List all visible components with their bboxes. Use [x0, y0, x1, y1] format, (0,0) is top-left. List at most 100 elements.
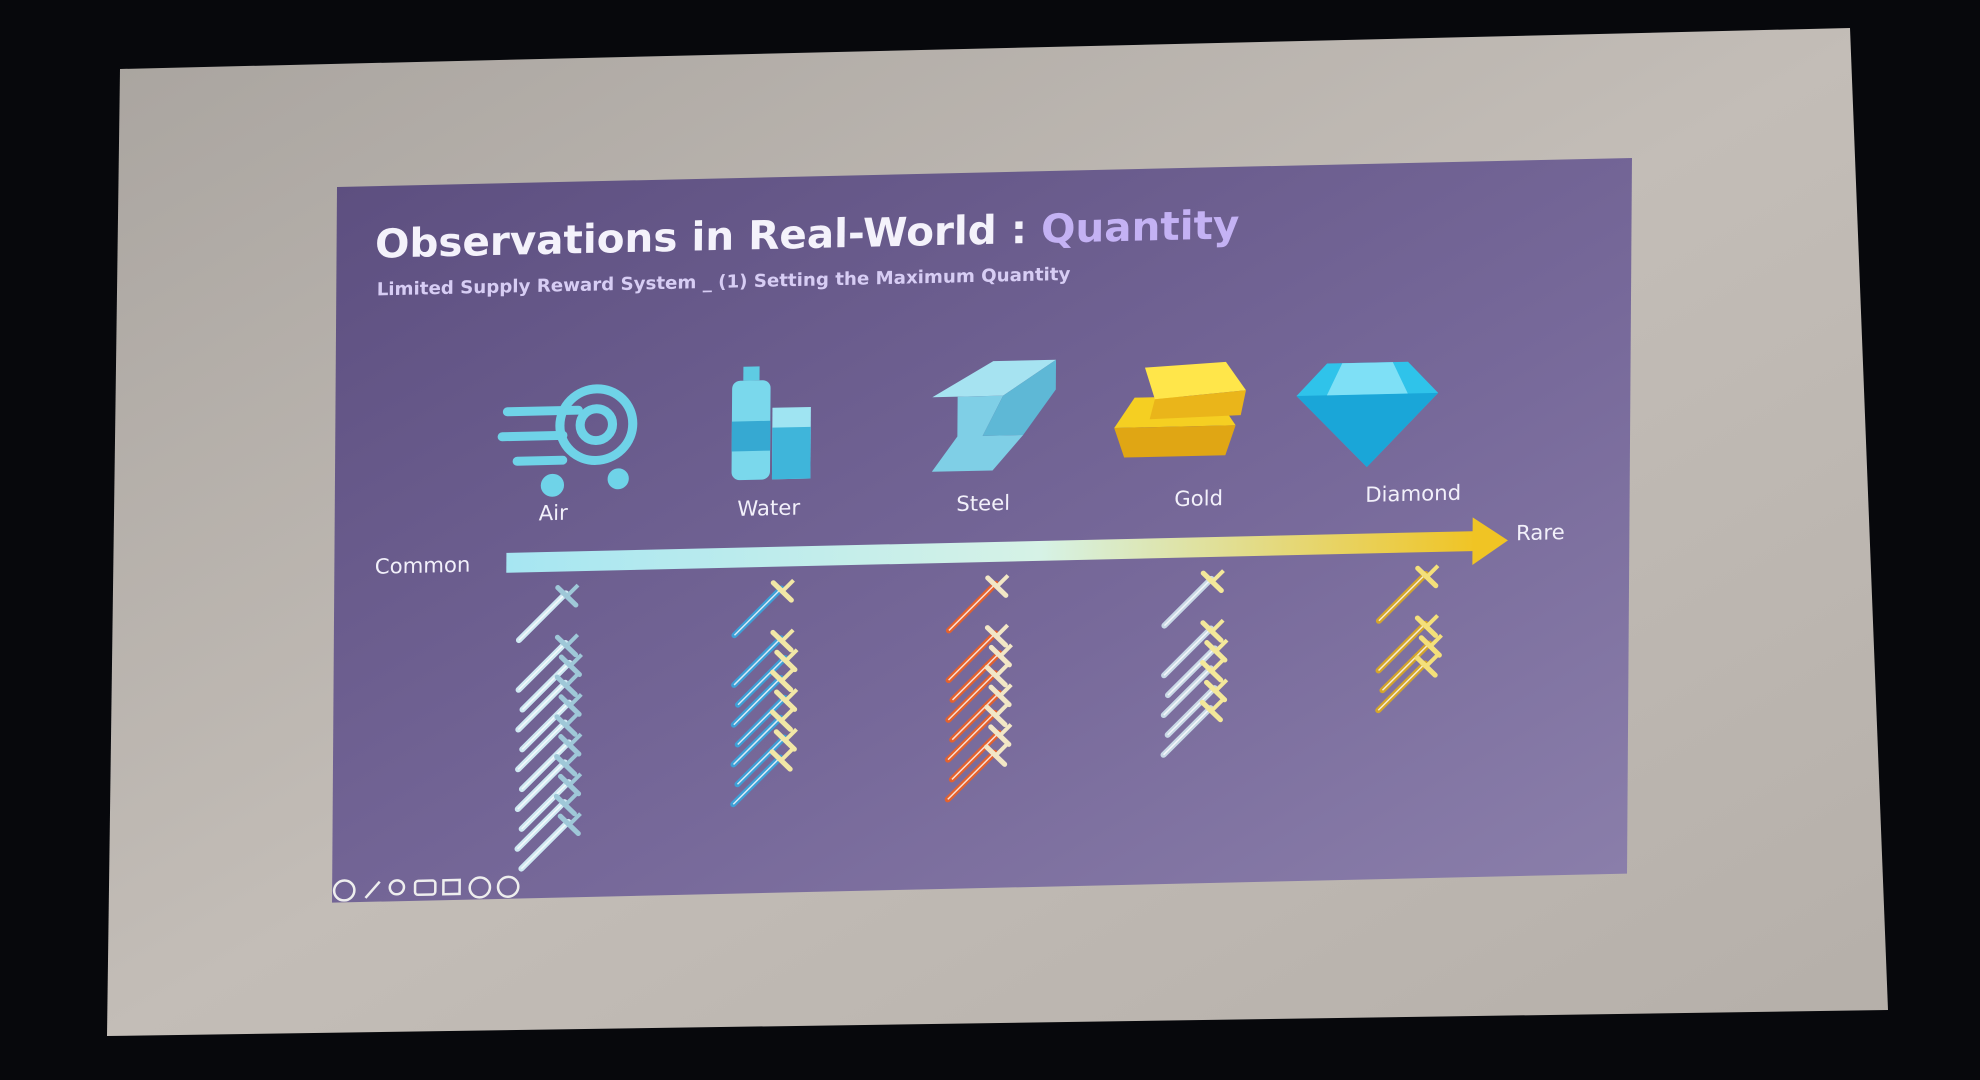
sword-guard — [770, 669, 794, 693]
item-label: Water — [737, 495, 800, 521]
sword-guard — [553, 793, 577, 817]
sword-grip — [569, 692, 583, 706]
sword-guard — [984, 625, 1009, 648]
sword-edge — [518, 592, 567, 641]
sword-guard — [1418, 635, 1442, 658]
sword-edge — [733, 717, 781, 765]
air-icon — [497, 384, 638, 497]
sword-grip — [569, 772, 583, 786]
sword-grip — [1211, 658, 1225, 672]
sword-icon — [945, 623, 1010, 684]
diamond-icon — [1296, 361, 1439, 468]
sword-edge — [951, 692, 1000, 741]
sword-guard — [1199, 699, 1223, 723]
sword-grip — [996, 623, 1010, 637]
sword-grip — [999, 683, 1013, 697]
sword-grip — [1426, 614, 1440, 628]
sword-grip — [569, 732, 583, 746]
sword-guard — [984, 744, 1008, 767]
sword-icon — [730, 708, 795, 768]
sword-icon — [944, 743, 1009, 803]
sword-edge — [1163, 628, 1212, 676]
sword-grip — [781, 628, 795, 642]
sword-grip — [781, 708, 795, 722]
sword-icon — [1375, 564, 1440, 624]
sword-edge — [518, 642, 567, 691]
sword-grip — [1211, 569, 1225, 583]
sword-icon — [1164, 638, 1229, 699]
sword-guard — [555, 585, 579, 608]
arrow-head — [1472, 517, 1508, 566]
sword-edge — [1163, 578, 1212, 627]
sword-icon — [515, 673, 579, 733]
sword-guard — [774, 649, 798, 673]
item-label: Steel — [956, 490, 1010, 516]
sword-grip — [1211, 618, 1225, 632]
sword-icon — [518, 732, 583, 793]
sword-guard — [554, 754, 578, 777]
sword-grip — [1215, 678, 1229, 692]
sword-icon — [1161, 618, 1225, 679]
sword-icon — [514, 792, 578, 852]
sword-edge — [1167, 647, 1216, 696]
sword-edge — [521, 781, 570, 830]
sword-edge — [736, 736, 785, 785]
sword-edge — [951, 652, 1000, 701]
sword-guard — [984, 664, 1008, 688]
sword-grip — [1429, 633, 1443, 647]
item-label: Air — [539, 500, 569, 525]
sword-grip — [1210, 698, 1225, 712]
sword-grip — [568, 812, 582, 826]
sword-grip — [1215, 638, 1229, 652]
sword-edge — [1381, 642, 1430, 691]
sword-guard — [1200, 570, 1224, 594]
item-label: Gold — [1174, 485, 1223, 511]
sword-guard — [554, 674, 578, 697]
rarity-arrow — [506, 531, 1478, 573]
sword-icon — [514, 752, 579, 813]
sword-edge — [947, 672, 996, 721]
sword-grip — [566, 583, 580, 597]
sword-grip — [565, 673, 579, 687]
sword-icon — [945, 703, 1009, 763]
sword-icon — [945, 663, 1009, 723]
sword-edge — [521, 662, 570, 711]
sword-edge — [517, 682, 566, 731]
title-highlight: Quantity — [1041, 203, 1240, 253]
sword-guard — [769, 709, 793, 732]
sword-guard — [988, 644, 1012, 668]
sword-icon — [734, 688, 799, 748]
sword-icon — [734, 727, 798, 788]
slide-background — [332, 157, 1632, 903]
sword-guard — [1414, 615, 1438, 638]
sword-icon — [949, 643, 1013, 703]
sword-grip — [565, 712, 579, 726]
sword-icon — [1375, 614, 1440, 674]
gold-icon — [1114, 361, 1246, 458]
sword-icon — [515, 712, 579, 773]
sword-edge — [737, 657, 786, 706]
sword-guard — [557, 773, 582, 797]
sword-icon — [948, 723, 1013, 783]
sword-grip — [566, 633, 580, 647]
sword-icon — [518, 812, 582, 872]
sword-icon — [1160, 658, 1225, 719]
sword-grip — [995, 663, 1009, 677]
water-icon — [731, 366, 811, 481]
sword-edge — [1377, 662, 1426, 711]
sword-edge — [521, 702, 570, 750]
sword-icon — [730, 668, 795, 728]
sword-guard — [554, 714, 578, 737]
sword-edge — [1163, 707, 1211, 756]
sword-grip — [569, 653, 584, 667]
sword-edge — [948, 583, 997, 631]
sword-guard — [988, 684, 1012, 708]
sword-icon — [1164, 678, 1229, 738]
sword-grip — [995, 743, 1009, 756]
sword-edge — [733, 677, 782, 726]
sword-edge — [517, 761, 566, 810]
scale-end: Rare — [1516, 519, 1565, 545]
sword-guard — [774, 689, 798, 712]
sword-edge — [951, 732, 1000, 780]
sword-guard — [558, 694, 582, 717]
